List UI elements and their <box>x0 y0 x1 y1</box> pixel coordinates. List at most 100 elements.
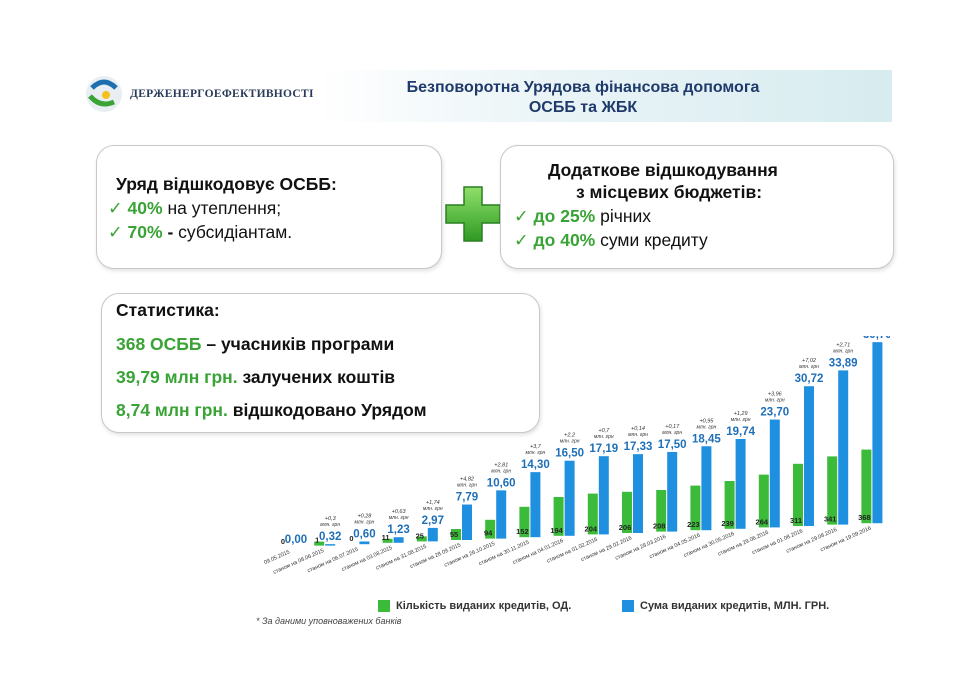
chart-label-count: 264 <box>756 517 769 526</box>
box1-item-text: на утеплення; <box>167 198 282 218</box>
legend-label: Кількість виданих кредитів, ОД. <box>396 600 572 612</box>
chart-label-count: 152 <box>516 527 529 536</box>
chart-annotation-unit: млн. грн <box>491 468 511 474</box>
chart-bar-count <box>553 497 564 536</box>
chart-bar-sum <box>872 342 883 524</box>
chart-label-count: 206 <box>619 523 632 532</box>
stats-text: – учасників програми <box>206 334 395 354</box>
chart-annotation-delta: +0,3 <box>325 516 337 522</box>
chart-annotation-unit: млн. грн <box>594 434 614 440</box>
chart-label-count: 11 <box>382 533 390 542</box>
chart-label-sum: 16,50 <box>555 448 584 460</box>
stats-line: 8,74 млн грн. відшкодовано Урядом <box>116 400 427 421</box>
chart-label-sum: 39,79 <box>863 336 890 341</box>
chart-annotation-delta: +4,82 <box>460 477 474 483</box>
stats-value: 368 ОСББ <box>116 334 202 354</box>
checkmark-icon: ✓ <box>514 230 529 250</box>
chart-bar-sum <box>325 544 336 546</box>
chart-annotation-unit: млн. грн <box>662 430 682 436</box>
chart-annotation-delta: +0,17 <box>665 424 680 430</box>
plus-icon <box>445 186 501 242</box>
stats-text: відшкодовано Урядом <box>232 400 427 420</box>
statistics-box <box>101 293 540 433</box>
chart-label-sum: 19,74 <box>726 426 755 438</box>
chart-label-count: 25 <box>416 531 424 540</box>
chart-label-sum: 14,30 <box>521 459 550 471</box>
chart-label-count: 194 <box>550 526 563 535</box>
chart-label-sum: 7,79 <box>456 492 478 504</box>
chart-annotation-unit: млн. грн <box>833 348 853 354</box>
chart-bar-sum <box>359 541 370 545</box>
stats-value: 39,79 млн грн. <box>116 367 238 387</box>
box2-item: ✓ до 40% суми кредиту <box>514 230 708 251</box>
chart-label-sum: 1,23 <box>387 524 409 536</box>
chart-bar-count <box>861 449 872 524</box>
chart-bar-sum <box>462 504 472 540</box>
stats-line: 39,79 млн грн. залучених коштів <box>116 367 395 388</box>
box2-item-text: суми кредиту <box>600 230 708 250</box>
chart-annotation-delta: +0,63 <box>392 509 407 515</box>
chart-label-sum: 33,89 <box>829 357 858 369</box>
chart-label-sum: 17,33 <box>624 441 653 453</box>
box2-item-value: до 25% <box>533 206 596 226</box>
stats-text: залучених коштів <box>242 367 396 387</box>
title-line-1: Безповоротна Урядова фінансова допомога <box>406 79 760 96</box>
chart-bar-count <box>724 481 735 529</box>
legend-item-sum: Сума виданих кредитів, МЛН. ГРН. <box>622 600 829 612</box>
chart-annotation-delta: +2,2 <box>564 433 575 439</box>
chart-label-sum: 23,70 <box>760 407 789 419</box>
chart-annotation-unit: млн. грн <box>320 522 340 528</box>
chart-annotation-delta: +0,95 <box>699 418 714 424</box>
logo: ДЕРЖЕНЕРГОЕФЕКТИВНОСТІ <box>84 74 314 114</box>
chart-bar-count <box>793 463 803 526</box>
chart-annotation-unit: млн. грн <box>697 424 717 430</box>
box1-item-separator: - <box>167 222 174 242</box>
chart-annotation-unit: млн. грн <box>355 519 375 525</box>
box2-heading-line-1: Додаткове відшкодування <box>548 160 778 180</box>
box1-item-text: субсидіантам. <box>178 222 293 242</box>
chart-label-count: 0 <box>281 537 285 546</box>
logo-text: ДЕРЖЕНЕРГОЕФЕКТИВНОСТІ <box>130 88 314 100</box>
chart-annotation-unit: млн. грн <box>560 439 580 445</box>
chart-bar-sum <box>633 454 643 533</box>
chart-bar-count <box>587 493 598 535</box>
legend-swatch-green <box>378 600 390 612</box>
legend-label: Сума виданих кредитів, МЛН. ГРН. <box>640 600 830 612</box>
stats-heading: Статистика: <box>116 300 220 320</box>
chart-label-count: 94 <box>484 529 493 538</box>
government-compensation-box <box>96 145 442 269</box>
chart-annotation-delta: +0,14 <box>631 426 645 432</box>
chart-label-count: 239 <box>721 519 734 528</box>
chart-bar-sum <box>701 446 712 531</box>
chart-bar-count <box>827 456 838 525</box>
legend-item-count: Кількість виданих кредитів, ОД. <box>378 600 571 612</box>
chart-annotation-delta: +1,74 <box>426 500 440 506</box>
chart-label-count: 1 <box>315 536 319 545</box>
chart-bar-sum <box>769 419 780 528</box>
chart-annotation-delta: +0,28 <box>357 513 372 519</box>
chart-bar-sum <box>598 456 609 535</box>
box2-item-value: до 40% <box>533 230 596 250</box>
chart-bar-count <box>656 490 667 532</box>
title-bar <box>318 70 892 122</box>
chart-label-count: 208 <box>653 522 666 531</box>
chart-bar-count <box>382 538 393 543</box>
box1-item-value: 40% <box>127 198 163 218</box>
chart-bar-count <box>451 529 461 540</box>
chart-annotation-unit: млн. грн <box>731 417 751 423</box>
checkmark-icon: ✓ <box>108 198 123 218</box>
chart-bar-count <box>416 536 427 542</box>
checkmark-icon: ✓ <box>514 206 529 226</box>
chart-label-sum: 0,00 <box>285 534 307 546</box>
chart-bar-sum <box>804 386 814 526</box>
chart-annotation-unit: млн. грн <box>765 398 785 404</box>
chart-label-sum: 17,50 <box>658 439 687 451</box>
legend-swatch-blue <box>622 600 634 612</box>
chart-bar-sum <box>393 537 404 543</box>
chart-annotation-delta: +7,02 <box>802 358 816 364</box>
chart-label-count: 368 <box>858 513 871 522</box>
chart-bar-sum <box>564 460 575 536</box>
box2-item-text: річних <box>600 206 652 226</box>
chart-label-count: 223 <box>687 520 700 529</box>
title-line-2: ОСББ та ЖБК <box>528 99 638 116</box>
